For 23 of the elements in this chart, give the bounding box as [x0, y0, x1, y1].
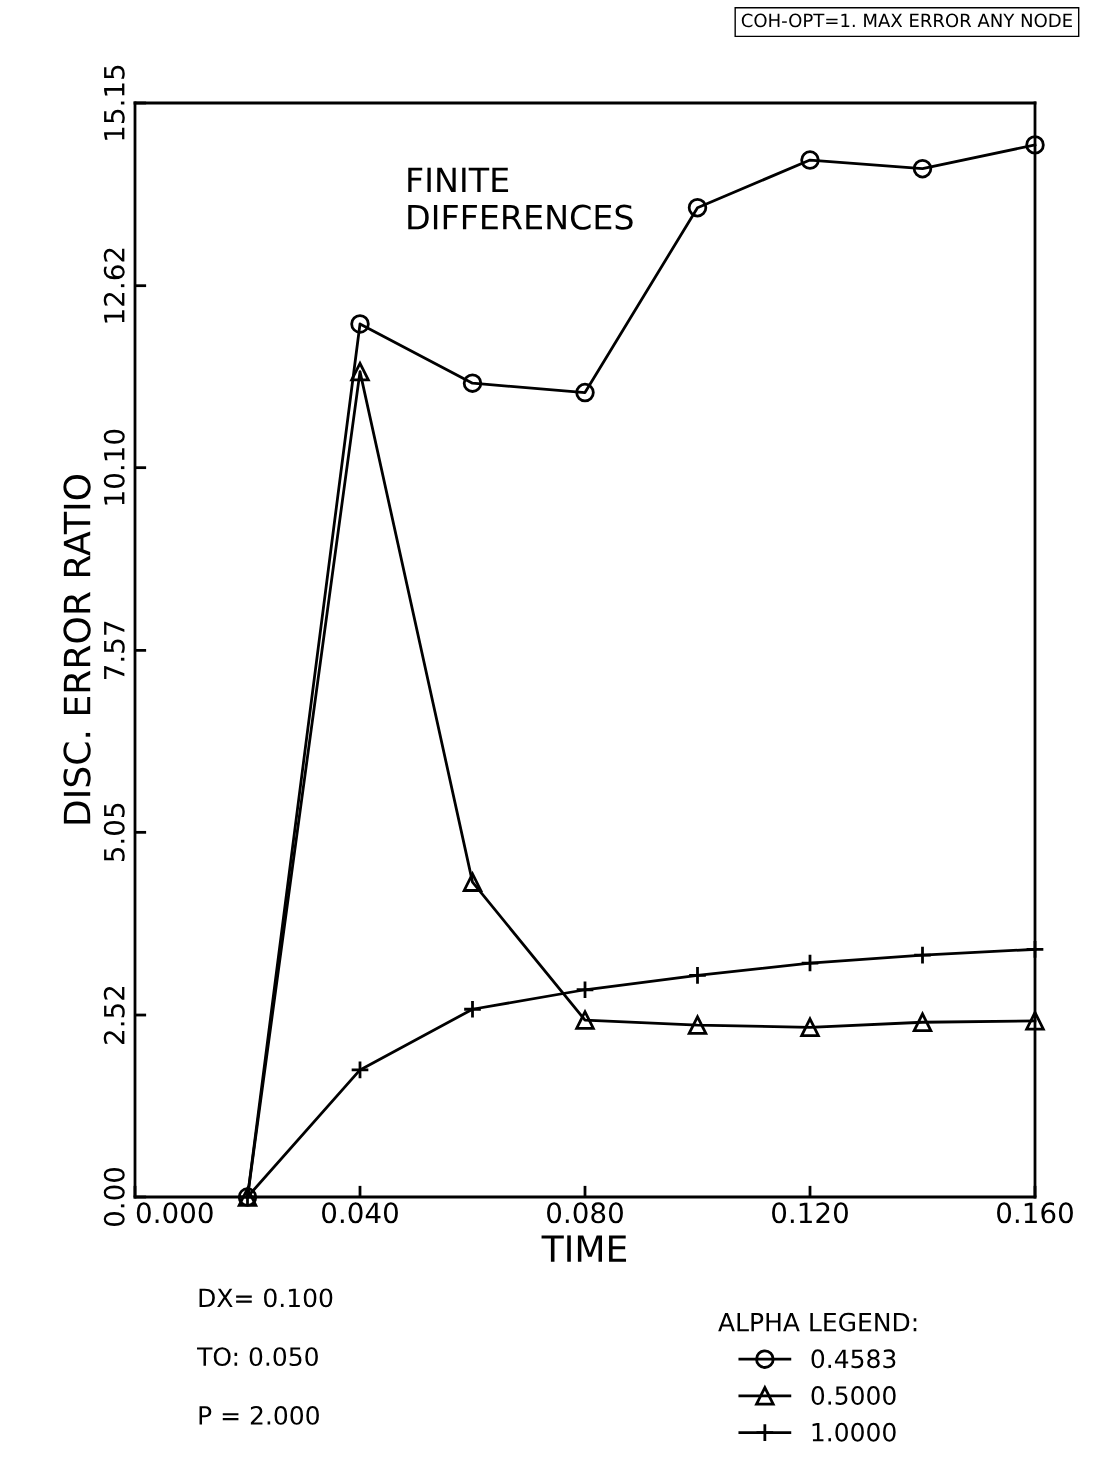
x-tick-label: 0.160 [997, 1202, 1073, 1224]
annotation: FINITE DIFFERENCES [408, 167, 633, 230]
y-tick-label: 10.10 [103, 429, 125, 505]
x-tick-label: 0.000 [136, 1202, 213, 1224]
y-tick-label: 5.05 [103, 803, 125, 862]
x-tick-label: 0.120 [772, 1202, 848, 1224]
legend-title: ALPHA LEGEND: [718, 1312, 917, 1332]
y-tick-label: 12.62 [103, 248, 125, 323]
x-tick-label: 0.040 [322, 1202, 398, 1224]
x-axis-title: TIME [541, 1235, 627, 1262]
y-tick-label: 15.15 [104, 65, 125, 140]
y-tick-label: 2.52 [103, 986, 125, 1044]
y-axis-title: DISC. ERROR RATIO [63, 474, 91, 824]
chart-title: COH-OPT=1. MAX ERROR ANY NODE [741, 13, 1072, 28]
text: TO: 0.050 [197, 1347, 318, 1367]
text: DX= 0.100 [199, 1288, 333, 1308]
text: P = 2.000 [199, 1405, 319, 1425]
y-tick-label: 0.00 [103, 1167, 125, 1227]
legend-label: 0.4583 [811, 1349, 896, 1369]
legend-label: 0.5000 [811, 1386, 896, 1405]
x-tick-label: 0.080 [547, 1202, 623, 1224]
legend-label: 1.0000 [812, 1422, 896, 1442]
y-tick-label: 7.57 [104, 621, 125, 680]
